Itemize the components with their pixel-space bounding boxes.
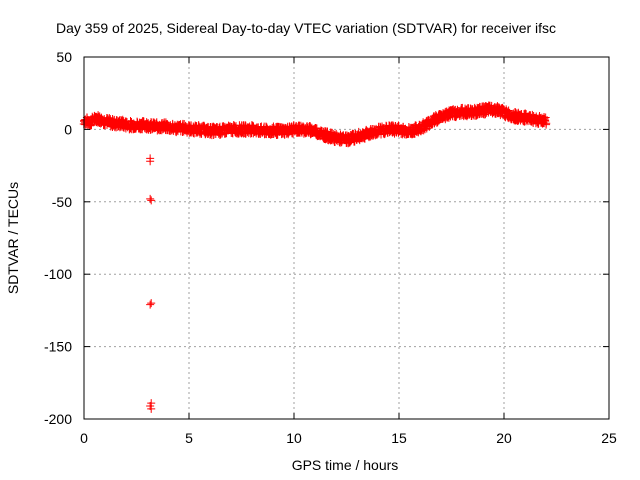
- outlier-point: [147, 404, 156, 413]
- outlier-points-layer: [146, 154, 156, 413]
- x-tick-label: 10: [286, 430, 302, 446]
- data-point: [108, 114, 117, 123]
- data-point: [503, 107, 512, 116]
- y-tick-label: -50: [52, 194, 72, 210]
- y-tick-label: 0: [64, 121, 72, 137]
- x-tick-label: 0: [80, 430, 88, 446]
- data-point: [542, 119, 551, 128]
- chart-title: Day 359 of 2025, Sidereal Day-to-day VTE…: [56, 20, 556, 36]
- x-tick-label: 20: [496, 430, 512, 446]
- outlier-point: [146, 194, 155, 203]
- data-points-layer: [79, 101, 551, 148]
- data-point: [541, 113, 550, 122]
- plot-frame: [83, 56, 610, 420]
- outlier-point: [146, 157, 155, 166]
- x-tick-label: 25: [601, 430, 617, 446]
- outlier-point: [146, 300, 155, 309]
- outlier-point: [147, 299, 156, 308]
- x-tick-label: 15: [391, 430, 407, 446]
- data-point: [345, 138, 354, 147]
- y-tick-label: -100: [44, 266, 72, 282]
- y-tick-label: -200: [44, 411, 72, 427]
- x-tick-label: 5: [185, 430, 193, 446]
- data-point: [540, 113, 549, 122]
- y-tick-label: -150: [44, 339, 72, 355]
- tick-layer: 0 5 10 15 20 25 -200 -150 -100 -50 0 50: [44, 49, 617, 446]
- outlier-point: [147, 196, 156, 205]
- y-axis-label: SDTVAR / TECUs: [5, 182, 21, 294]
- y-tick-label: 50: [56, 49, 72, 65]
- x-axis-label: GPS time / hours: [292, 457, 399, 473]
